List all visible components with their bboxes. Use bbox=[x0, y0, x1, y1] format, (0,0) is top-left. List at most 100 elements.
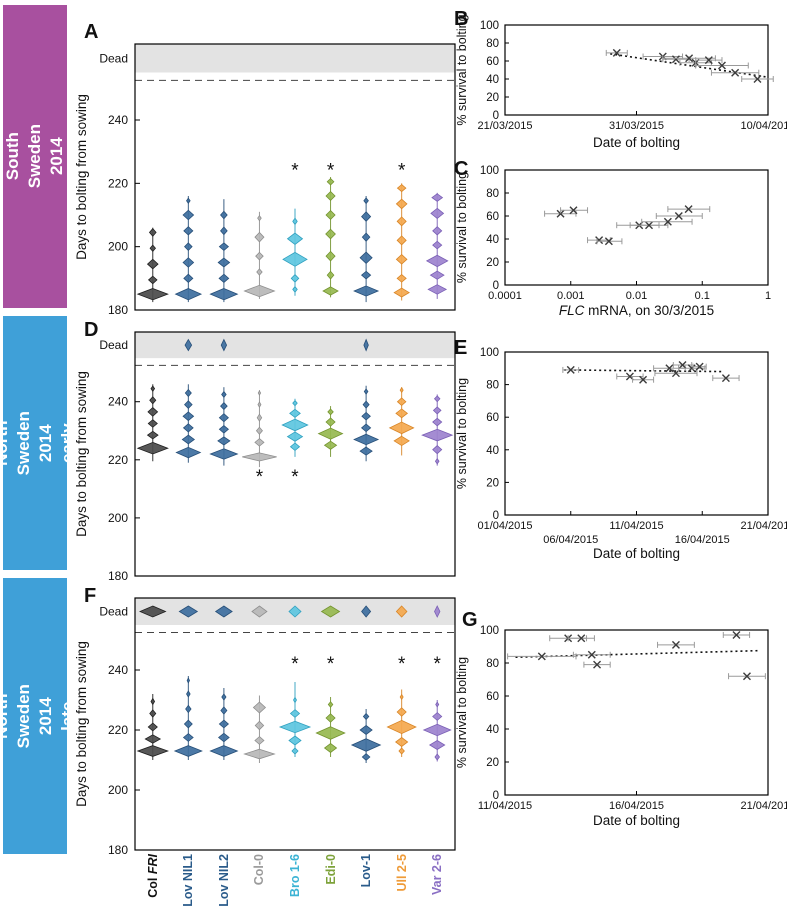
violin-plot-south-sweden-2014: 180 200 220 240 Dead * * * A Days to bolting from… bbox=[74, 21, 456, 317]
svg-text:31/03/2015: 31/03/2015 bbox=[609, 120, 664, 132]
banner-label: North Sweden 2014 late bbox=[0, 683, 78, 749]
svg-text:20: 20 bbox=[486, 477, 499, 489]
svg-text:B: B bbox=[454, 8, 468, 30]
svg-text:40: 40 bbox=[486, 724, 499, 736]
category-label: Bro 1-6 bbox=[288, 854, 302, 898]
svg-text:11/04/2015: 11/04/2015 bbox=[478, 800, 532, 812]
svg-text:*: * bbox=[327, 161, 335, 182]
svg-text:80: 80 bbox=[486, 188, 499, 200]
svg-text:240: 240 bbox=[108, 113, 128, 127]
svg-text:*: * bbox=[291, 161, 299, 182]
svg-text:40: 40 bbox=[486, 74, 499, 86]
category-label: Var 2-6 bbox=[430, 854, 445, 896]
svg-text:0: 0 bbox=[493, 110, 499, 122]
banner-north-sweden-2014-early: North Sweden 2014 early bbox=[0, 316, 77, 570]
svg-text:0.0001: 0.0001 bbox=[488, 290, 522, 302]
svg-text:*: * bbox=[398, 654, 406, 675]
violin-plot-north-sweden-2014-late: 180 200 220 240 Dead * * * * F Days to bolting fro… bbox=[74, 585, 456, 857]
svg-text:10/04/2015: 10/04/2015 bbox=[740, 120, 787, 132]
svg-text:0.001: 0.001 bbox=[557, 290, 585, 302]
svg-text:1: 1 bbox=[765, 290, 771, 302]
category-label: Lov-1 bbox=[359, 854, 374, 888]
svg-text:20: 20 bbox=[486, 757, 499, 769]
category-label: Col-0 bbox=[252, 854, 267, 886]
svg-text:Days to bolting from sowing: Days to bolting from sowing bbox=[74, 371, 89, 537]
svg-text:*: * bbox=[291, 467, 299, 488]
svg-text:180: 180 bbox=[108, 303, 128, 317]
svg-text:16/04/2015: 16/04/2015 bbox=[675, 534, 730, 546]
svg-text:200: 200 bbox=[108, 240, 128, 254]
svg-text:220: 220 bbox=[108, 723, 128, 737]
svg-text:*: * bbox=[398, 161, 406, 182]
svg-text:200: 200 bbox=[108, 511, 128, 525]
svg-text:60: 60 bbox=[486, 412, 499, 424]
svg-text:0.01: 0.01 bbox=[626, 290, 647, 302]
svg-text:Dead: Dead bbox=[99, 605, 128, 619]
svg-text:Date of bolting: Date of bolting bbox=[593, 813, 680, 828]
svg-text:220: 220 bbox=[108, 176, 128, 190]
svg-text:60: 60 bbox=[486, 691, 499, 703]
svg-text:01/04/2015: 01/04/2015 bbox=[477, 520, 532, 532]
scatter-survival-vs-bolting-date-south: 0 20 40 60 80 100 21/03/2015 31/03/2015 10/04/20… bbox=[454, 8, 787, 150]
svg-text:16/04/2015: 16/04/2015 bbox=[609, 800, 664, 812]
svg-text:21/04/2015: 21/04/2015 bbox=[740, 800, 787, 812]
svg-text:*: * bbox=[434, 654, 442, 675]
svg-text:Date of bolting: Date of bolting bbox=[593, 135, 680, 150]
svg-text:Days to bolting from sowing: Days to bolting from sowing bbox=[74, 94, 89, 260]
svg-text:100: 100 bbox=[480, 347, 499, 359]
violin-plot-north-sweden-2014-early: 180 200 220 240 Dead * * D Days to bolting from … bbox=[74, 319, 456, 583]
svg-text:% survival to bolting: % survival to bolting bbox=[455, 14, 469, 125]
category-label: Edi-0 bbox=[323, 854, 338, 885]
svg-text:G: G bbox=[462, 609, 478, 631]
scatter-survival-vs-bolting-date-north-late: 0 20 40 60 80 100 11/04/2015 16/04/2015 21/04/20… bbox=[455, 609, 787, 828]
svg-text:60: 60 bbox=[486, 56, 499, 68]
svg-text:40: 40 bbox=[486, 445, 499, 457]
svg-text:200: 200 bbox=[108, 783, 128, 797]
svg-text:A: A bbox=[84, 21, 98, 43]
svg-text:06/04/2015: 06/04/2015 bbox=[543, 534, 598, 546]
svg-text:80: 80 bbox=[486, 38, 499, 50]
svg-text:21/03/2015: 21/03/2015 bbox=[477, 120, 532, 132]
svg-text:*: * bbox=[256, 467, 264, 488]
svg-text:D: D bbox=[84, 319, 98, 341]
svg-text:E: E bbox=[454, 337, 467, 359]
svg-text:*: * bbox=[291, 654, 299, 675]
scatter-survival-vs-flc-mrna: 0 20 40 60 80 100 0.0001 0.001 0.01 0.1 1 C% surviv… bbox=[454, 158, 771, 318]
svg-text:% survival to bolting: % survival to bolting bbox=[455, 172, 469, 283]
svg-text:0: 0 bbox=[493, 280, 499, 292]
svg-text:FLC mRNA, on 30/3/2015: FLC mRNA, on 30/3/2015 bbox=[559, 303, 714, 318]
category-label: Lov NIL2 bbox=[216, 854, 231, 907]
scatter-survival-vs-bolting-date-north-early: 0 20 40 60 80 100 01/04/2015 11/04/2015 21/04/20… bbox=[454, 337, 787, 561]
svg-text:220: 220 bbox=[108, 453, 128, 467]
svg-text:% survival to bolting: % survival to bolting bbox=[455, 657, 469, 768]
svg-text:80: 80 bbox=[486, 380, 499, 392]
svg-text:11/04/2015: 11/04/2015 bbox=[609, 520, 663, 532]
svg-text:Dead: Dead bbox=[99, 338, 128, 352]
svg-text:100: 100 bbox=[480, 20, 499, 32]
category-label: Ull 2-5 bbox=[394, 854, 409, 892]
banner-south-sweden-2014: South Sweden 2014 bbox=[3, 5, 67, 308]
svg-text:0: 0 bbox=[493, 510, 499, 522]
banner-label: North Sweden 2014 early bbox=[0, 410, 78, 476]
svg-text:180: 180 bbox=[108, 843, 128, 857]
svg-text:C: C bbox=[454, 158, 468, 180]
svg-text:40: 40 bbox=[486, 234, 499, 246]
banner-label: South Sweden 2014 bbox=[2, 124, 67, 189]
svg-text:21/04/2015: 21/04/2015 bbox=[740, 520, 787, 532]
svg-text:20: 20 bbox=[486, 92, 499, 104]
svg-text:Date of bolting: Date of bolting bbox=[593, 546, 680, 561]
svg-text:Days to bolting from sowing: Days to bolting from sowing bbox=[74, 641, 89, 807]
banner-north-sweden-2014-late: North Sweden 2014 late bbox=[0, 578, 77, 854]
svg-text:240: 240 bbox=[108, 395, 128, 409]
svg-text:100: 100 bbox=[480, 625, 499, 637]
svg-text:Dead: Dead bbox=[99, 51, 128, 65]
category-label: Col FRI bbox=[145, 854, 160, 898]
svg-text:0.1: 0.1 bbox=[695, 290, 710, 302]
svg-text:80: 80 bbox=[486, 658, 499, 670]
svg-text:100: 100 bbox=[480, 165, 499, 177]
svg-text:240: 240 bbox=[108, 663, 128, 677]
svg-text:% survival to bolting: % survival to bolting bbox=[455, 378, 469, 489]
svg-text:60: 60 bbox=[486, 211, 499, 223]
svg-text:F: F bbox=[84, 585, 96, 607]
